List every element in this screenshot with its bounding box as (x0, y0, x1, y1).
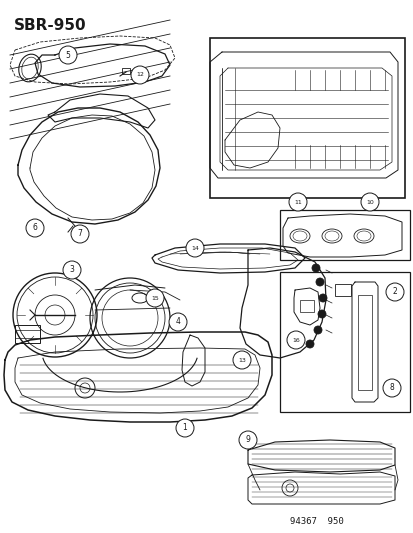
Circle shape (318, 294, 326, 302)
Circle shape (26, 219, 44, 237)
Bar (122, 68, 130, 74)
Text: 3: 3 (69, 265, 74, 274)
Circle shape (233, 351, 250, 369)
Circle shape (71, 225, 89, 243)
Circle shape (63, 261, 81, 279)
Text: 9: 9 (245, 435, 250, 445)
Circle shape (59, 46, 77, 64)
Text: 7: 7 (77, 230, 82, 238)
Text: 14: 14 (191, 246, 199, 251)
Text: 94367  950: 94367 950 (289, 517, 343, 526)
Text: 13: 13 (237, 358, 245, 362)
Bar (279, 272, 409, 412)
Circle shape (311, 264, 319, 272)
Bar (299, 300, 313, 312)
Bar (279, 210, 409, 260)
Circle shape (288, 193, 306, 211)
Circle shape (131, 66, 149, 84)
Bar (209, 38, 404, 198)
Text: 8: 8 (389, 384, 394, 392)
Text: 6: 6 (33, 223, 37, 232)
Circle shape (238, 431, 256, 449)
Text: 1: 1 (182, 424, 187, 432)
Circle shape (315, 278, 323, 286)
Circle shape (305, 340, 313, 348)
Circle shape (317, 310, 325, 318)
Bar (357, 295, 371, 390)
Text: 16: 16 (292, 337, 299, 343)
Text: 5: 5 (65, 51, 70, 60)
Text: 12: 12 (136, 72, 144, 77)
Text: 2: 2 (392, 287, 396, 296)
Bar (334, 284, 350, 296)
Circle shape (185, 239, 204, 257)
Circle shape (146, 289, 164, 307)
Circle shape (313, 326, 321, 334)
Bar (15, 325, 40, 343)
Circle shape (169, 313, 187, 331)
Text: SBR-950: SBR-950 (14, 18, 86, 33)
Circle shape (382, 379, 400, 397)
Circle shape (360, 193, 378, 211)
Text: 11: 11 (293, 199, 301, 205)
Text: 10: 10 (365, 199, 373, 205)
Text: 4: 4 (175, 318, 180, 327)
Text: 15: 15 (151, 295, 159, 301)
Circle shape (385, 283, 403, 301)
Circle shape (176, 419, 194, 437)
Circle shape (286, 331, 304, 349)
